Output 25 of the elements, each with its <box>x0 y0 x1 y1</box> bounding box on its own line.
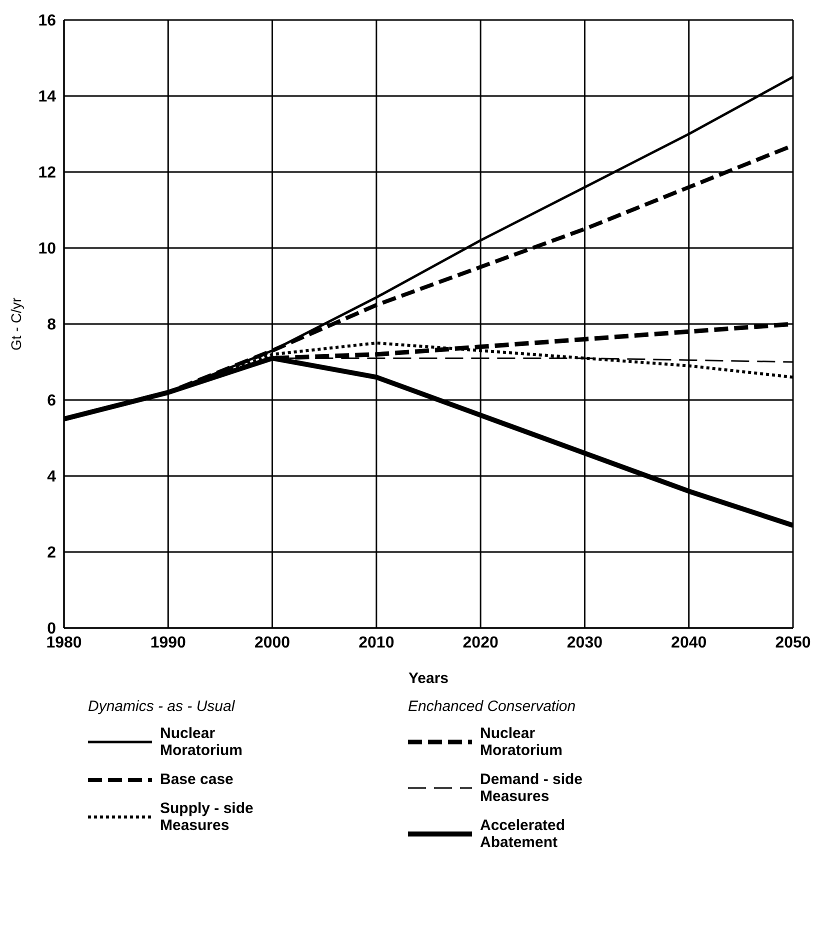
x-tick-label: 1990 <box>150 634 186 652</box>
text: Enchanced Conservation <box>408 698 577 715</box>
text: Dynamics - as - Usual <box>88 698 236 715</box>
legend-label: Nuclear Moratorium <box>480 725 564 759</box>
x-tick-label: 2040 <box>671 634 707 652</box>
x-tick-label: 2000 <box>254 634 290 652</box>
x-tick-label: 2020 <box>462 634 498 652</box>
x-tick-label: 2050 <box>775 634 811 652</box>
legend-label: Accelerated Abatement <box>480 817 566 851</box>
legend-label: Nuclear Moratorium <box>160 725 244 759</box>
x-tick-label: 2030 <box>566 634 603 652</box>
y-tick-label: 12 <box>38 164 56 182</box>
legend-label: Demand - side Measures <box>480 771 584 805</box>
y-tick-label: 2 <box>47 544 56 562</box>
legend-label: Base case <box>160 771 234 788</box>
x-tick-label: 2010 <box>358 634 394 652</box>
legend-label: Supply - side Measures <box>160 800 254 834</box>
y-tick-label: 6 <box>47 392 56 410</box>
y-tick-label: 16 <box>38 12 56 30</box>
y-tick-label: 4 <box>47 468 56 486</box>
y-axis-title: Gt - C/yr <box>8 297 24 350</box>
y-tick-label: 10 <box>38 240 56 258</box>
y-tick-label: 8 <box>47 316 56 334</box>
y-tick-label: 14 <box>38 88 56 106</box>
x-axis-title: Years <box>408 670 449 687</box>
